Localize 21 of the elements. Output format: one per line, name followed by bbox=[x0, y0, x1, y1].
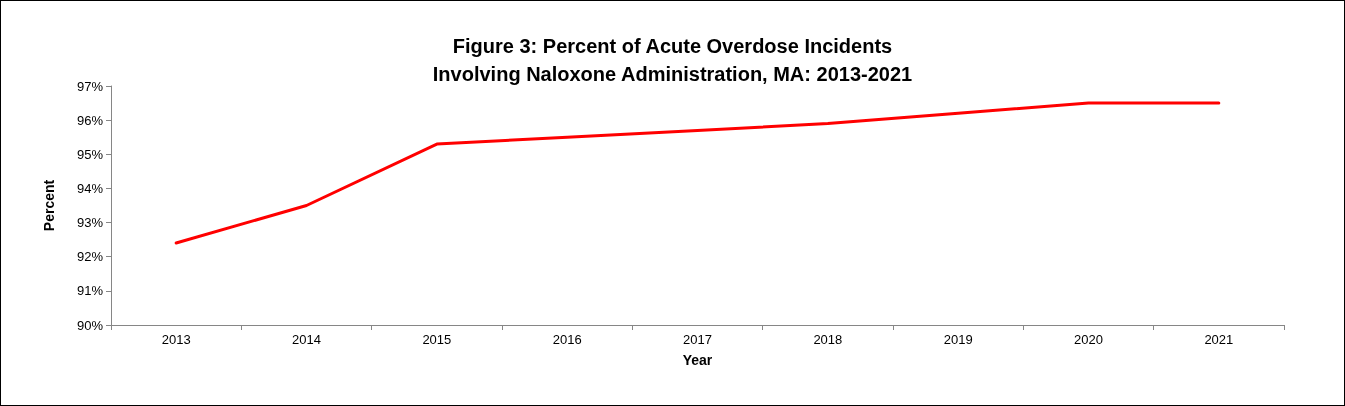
y-tick-label: 93% bbox=[76, 215, 104, 231]
x-tick-label: 2016 bbox=[552, 332, 582, 347]
x-tick-label: 2015 bbox=[422, 332, 452, 347]
line-series bbox=[174, 101, 1221, 245]
y-tick-label: 90% bbox=[76, 317, 104, 333]
x-tick-label: 2017 bbox=[683, 332, 712, 347]
x-axis-title: Year bbox=[682, 352, 713, 368]
x-tick-label: 2021 bbox=[1204, 332, 1234, 347]
x-tick-label: 2018 bbox=[813, 332, 843, 347]
chart-title: Figure 3: Percent of Acute Overdose Incidents Involving Naloxone Administration, MA: 2013-2021 bbox=[432, 35, 913, 85]
x-tick-label: 2014 bbox=[292, 332, 321, 347]
y-tick-label: 94% bbox=[76, 180, 104, 196]
y-tick-label: 91% bbox=[76, 283, 104, 299]
y-tick-label: 95% bbox=[76, 146, 104, 162]
y-tick-label: 97% bbox=[76, 78, 104, 94]
x-tick-label: 2013 bbox=[161, 332, 191, 347]
y-tick-label: 92% bbox=[76, 249, 104, 265]
y-tick-label: 96% bbox=[76, 112, 104, 128]
x-tick-label: 2019 bbox=[943, 332, 973, 347]
x-tick-label: 2020 bbox=[1074, 332, 1103, 347]
y-axis-title: Percent bbox=[41, 179, 57, 232]
